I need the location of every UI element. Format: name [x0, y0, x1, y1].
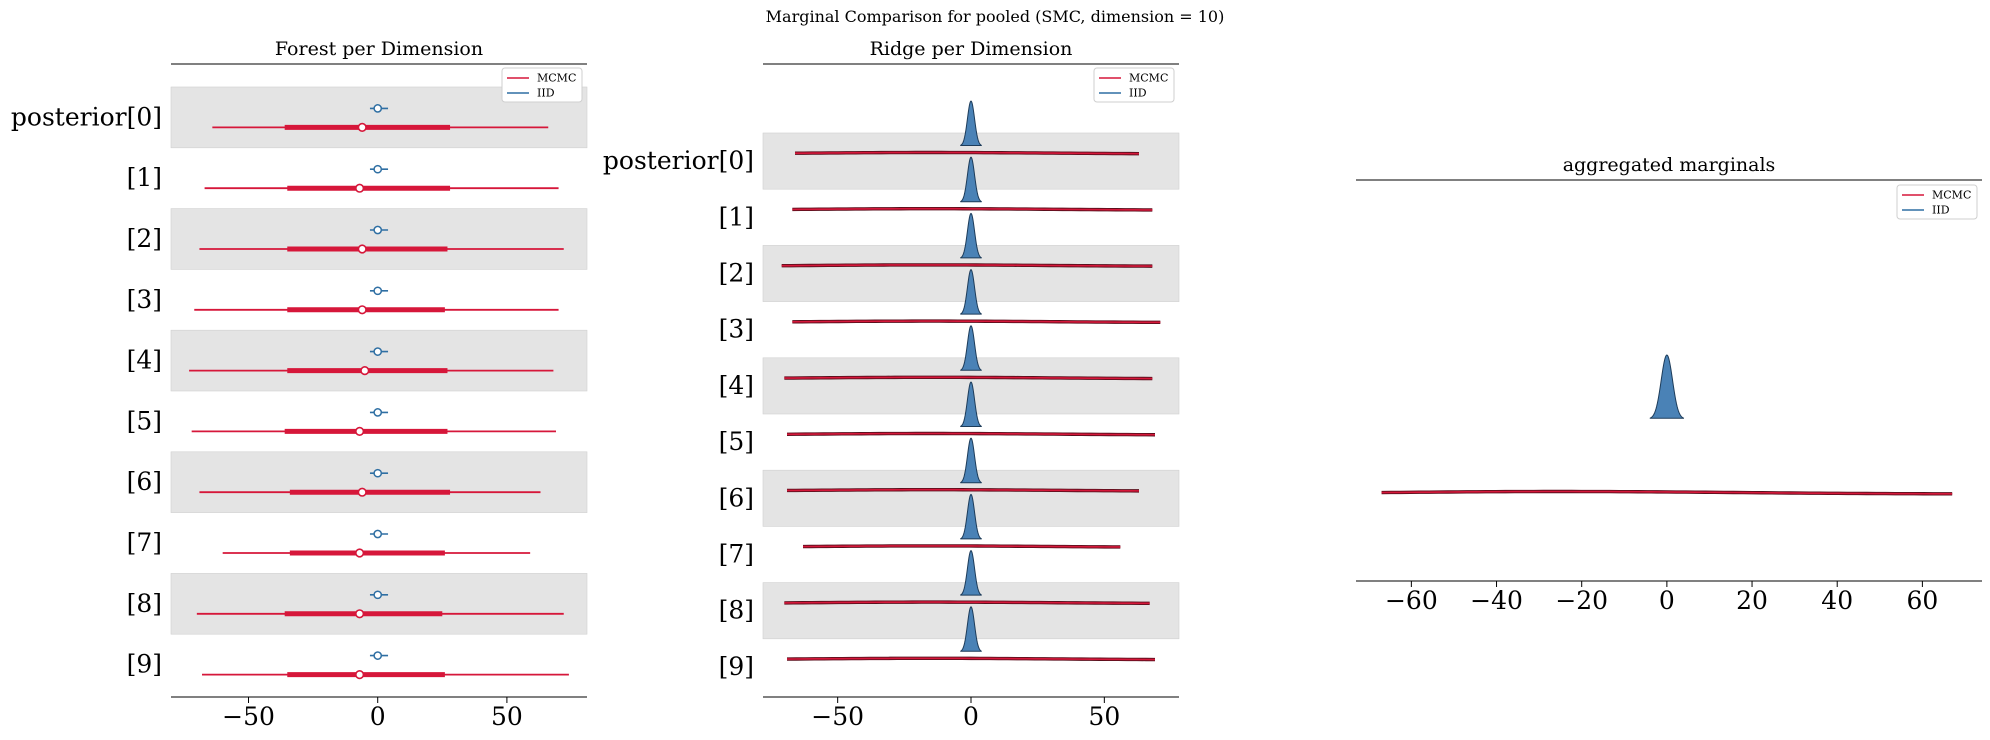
- panel-title: Forest per Dimension: [275, 38, 483, 60]
- mcmc-ridge-line: [784, 376, 1153, 380]
- iid-median-point: [373, 529, 383, 539]
- mcmc-ridge-line: [792, 207, 1153, 211]
- mcmc-median-point: [355, 548, 365, 558]
- row-label: [7]: [719, 540, 754, 569]
- row-label: [2]: [719, 259, 754, 288]
- mcmc-ridge-line: [792, 320, 1161, 324]
- iid-ridge-density: [960, 268, 982, 315]
- panel-title: Ridge per Dimension: [870, 38, 1073, 60]
- iid-ridge-density: [960, 100, 982, 146]
- iid-median-point: [373, 408, 383, 417]
- mcmc-ridge-line: [794, 151, 1140, 155]
- mcmc-median-point: [357, 122, 367, 132]
- x-tick-label: 40: [1821, 586, 1853, 615]
- figure-suptitle: Marginal Comparison for pooled (SMC, dim…: [766, 7, 1225, 26]
- iid-ridge-density: [960, 437, 982, 484]
- x-tick-label: −40: [1470, 586, 1523, 615]
- x-tick-label: 50: [1088, 702, 1120, 731]
- mcmc-median-point: [357, 305, 367, 315]
- row-label: [7]: [127, 528, 162, 557]
- row-label: [4]: [719, 371, 754, 400]
- iid-median-point: [373, 225, 383, 235]
- row-label: [4]: [127, 346, 162, 375]
- legend-mcmc-label: MCMC: [537, 72, 576, 85]
- row-label: [9]: [719, 652, 754, 681]
- iid-ridge-density: [960, 325, 982, 371]
- row-label: [5]: [127, 406, 162, 435]
- x-tick-label: 0: [963, 702, 979, 731]
- row-label: [2]: [127, 224, 162, 253]
- row-band: [170, 208, 588, 270]
- mcmc-median-point: [355, 609, 365, 619]
- row-label: [6]: [127, 467, 162, 496]
- iid-median-point: [373, 104, 383, 113]
- x-tick-label: 60: [1906, 586, 1938, 615]
- x-tick-label: 20: [1736, 586, 1768, 615]
- iid-ridge-density: [960, 606, 982, 652]
- aggregated-panel: aggregated marginals −60 −40 −20 0 20 40 60 MCMC…: [1356, 154, 1982, 615]
- mcmc-ridge-line: [786, 657, 1156, 661]
- mcmc-ridge-line: [784, 601, 1150, 605]
- mcmc-ridge-line: [786, 432, 1156, 436]
- row-label: [8]: [127, 589, 162, 618]
- row-label: [8]: [719, 596, 754, 625]
- row-band: [170, 329, 588, 392]
- x-tick-label: 0: [1659, 586, 1675, 615]
- row-band: [170, 573, 588, 635]
- row-band: [170, 451, 588, 513]
- iid-median-point: [373, 468, 383, 478]
- iid-ridge-density: [960, 212, 982, 259]
- mcmc-median-point: [355, 426, 365, 437]
- legend-mcmc-label: MCMC: [1932, 189, 1971, 202]
- mcmc-median-point: [355, 183, 365, 193]
- mcmc-ridge-line: [802, 545, 1121, 548]
- row-label: posterior[0]: [603, 146, 754, 175]
- ridge-panel: Ridge per Dimension posterior[0] [1] [2] [3]…: [603, 38, 1180, 731]
- iid-median-point: [373, 590, 383, 600]
- iid-median-point: [373, 347, 383, 356]
- mcmc-median-point: [360, 366, 370, 376]
- mcmc-median-point: [357, 244, 367, 254]
- row-label: [6]: [719, 483, 754, 512]
- iid-median-point: [373, 651, 383, 660]
- row-label: [1]: [127, 163, 162, 192]
- row-label: [3]: [127, 285, 162, 314]
- iid-ridge-density: [960, 156, 982, 203]
- mcmc-ridge-line: [786, 488, 1140, 492]
- legend-iid-label: IID: [537, 87, 555, 100]
- row-label: [5]: [719, 427, 754, 456]
- iid-median-point: [373, 164, 383, 174]
- x-tick-label: 50: [491, 702, 523, 731]
- row-label: [1]: [719, 202, 754, 231]
- mcmc-density-line: [1381, 490, 1953, 495]
- x-tick-label: −20: [1555, 586, 1608, 615]
- iid-ridge-density: [960, 493, 982, 540]
- legend-mcmc-label: MCMC: [1129, 72, 1168, 85]
- mcmc-ridge-line: [781, 264, 1153, 267]
- mcmc-median-point: [355, 669, 365, 680]
- iid-density: [1649, 354, 1685, 419]
- mcmc-median-point: [357, 487, 367, 497]
- x-tick-label: −60: [1385, 586, 1438, 615]
- x-tick-label: −50: [222, 702, 275, 731]
- row-label: [9]: [127, 650, 162, 679]
- legend-iid-label: IID: [1932, 204, 1950, 217]
- x-tick-label: −50: [811, 702, 864, 731]
- row-label: [3]: [719, 315, 754, 344]
- iid-ridge-density: [960, 549, 982, 596]
- iid-median-point: [373, 286, 383, 296]
- iid-ridge-density: [960, 381, 982, 427]
- row-label: posterior[0]: [11, 102, 162, 131]
- legend-iid-label: IID: [1129, 87, 1147, 100]
- panel-title: aggregated marginals: [1563, 154, 1776, 176]
- forest-panel: Forest per Dimension posterior[0] [1] [2] [3…: [11, 38, 588, 731]
- x-tick-label: 0: [370, 702, 386, 731]
